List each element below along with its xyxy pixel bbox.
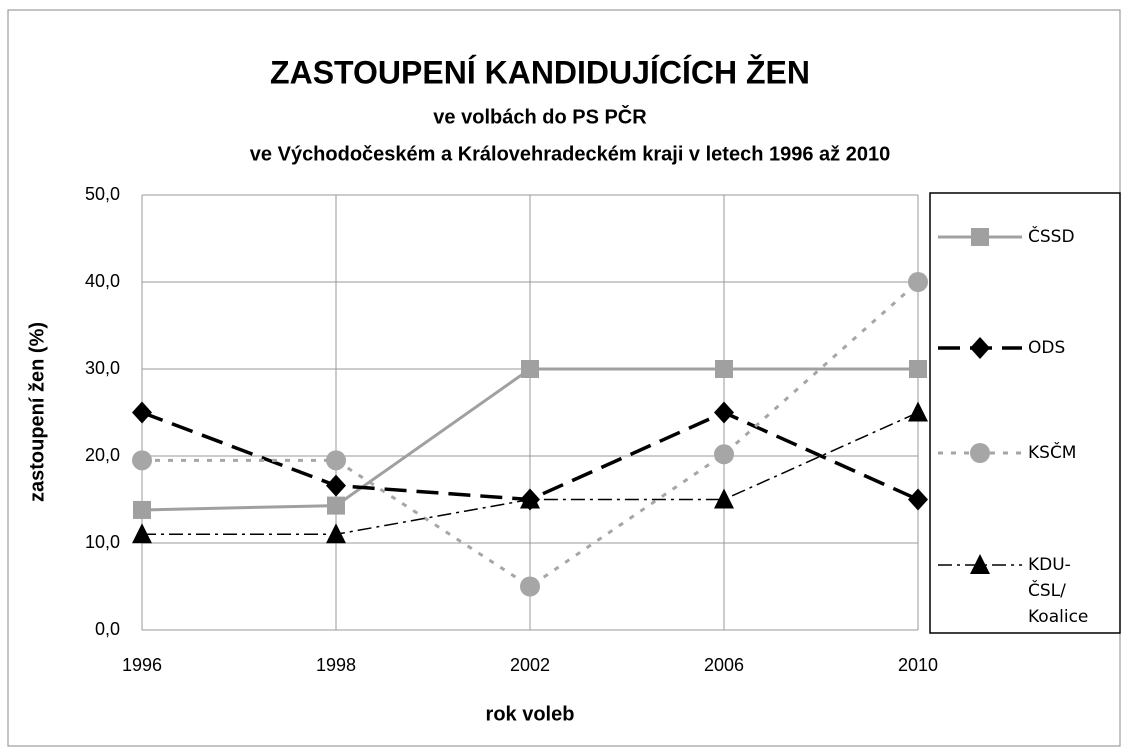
data-point (326, 474, 346, 497)
data-point (908, 401, 928, 422)
legend-marker (971, 228, 989, 246)
x-axis-label: rok voleb (486, 703, 575, 725)
y-tick-label: 10,0 (85, 532, 120, 552)
legend-label: KSČM (1028, 443, 1077, 463)
data-point (132, 401, 152, 424)
legend-label: ODS (1028, 338, 1066, 358)
x-tick-label: 1998 (316, 655, 356, 675)
y-tick-label: 0,0 (95, 619, 120, 639)
legend-marker (970, 554, 990, 574)
data-point (908, 488, 928, 511)
x-tick-label: 2002 (510, 655, 550, 675)
data-point (326, 450, 346, 471)
data-point (909, 360, 927, 378)
data-point (520, 576, 540, 597)
x-tick-label: 1996 (122, 655, 162, 675)
data-point (714, 401, 734, 424)
data-point (520, 488, 540, 509)
y-tick-label: 40,0 (85, 271, 120, 291)
data-point (327, 496, 345, 515)
y-tick-label: 50,0 (85, 184, 120, 204)
legend-marker (970, 337, 990, 359)
legend-label: KDU-ČSL/ Koalice (1028, 555, 1089, 627)
chart-title: ZASTOUPENÍ KANDIDUJÍCÍCH ŽEN (270, 54, 810, 90)
data-point (132, 450, 152, 471)
data-point (132, 523, 152, 544)
data-point (521, 360, 539, 378)
x-tick-label: 2006 (704, 655, 744, 675)
data-point (715, 360, 733, 378)
data-point (714, 444, 734, 465)
grid (141, 194, 919, 631)
data-point (714, 488, 734, 509)
y-tick-label: 20,0 (85, 445, 120, 465)
x-tick-label: 2010 (898, 655, 938, 675)
legend-box (929, 192, 1121, 634)
legend-marker (970, 443, 990, 463)
y-tick-label: 30,0 (85, 358, 120, 378)
chart-subtitle: ve volbách do PS PČR (433, 104, 647, 128)
chart-subtitle: ve Východočeském a Královehradeckém kraj… (250, 143, 890, 165)
data-point (908, 272, 928, 292)
y-axis-label: zastoupení žen (%) (26, 322, 48, 502)
legend-label: ČSSD (1028, 227, 1075, 247)
data-point (326, 523, 346, 544)
data-point (133, 500, 151, 519)
